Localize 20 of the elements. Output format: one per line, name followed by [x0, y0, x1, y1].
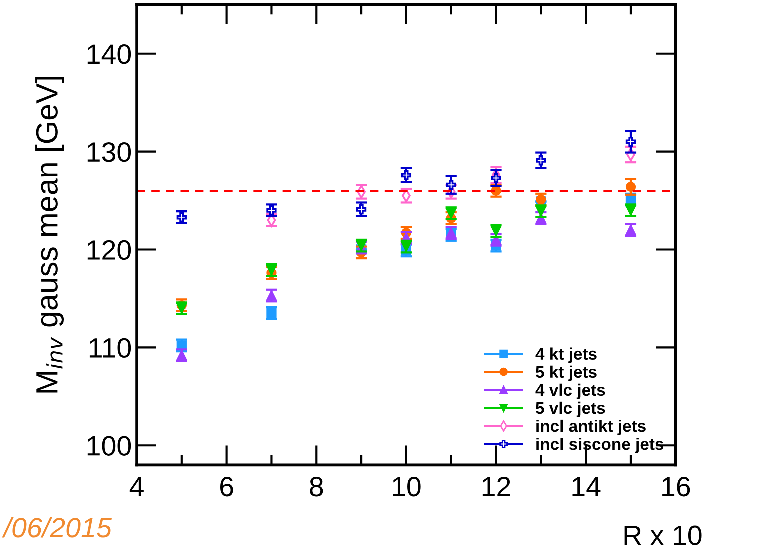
y-tick-label: 110 [90, 338, 132, 358]
x-tick-label: 8 [310, 477, 324, 497]
x-tick-label: 6 [220, 477, 234, 497]
legend-label: 5 kt jets [536, 366, 597, 382]
x-tick-label: 10 [393, 477, 421, 497]
x-tick-label: 14 [572, 477, 601, 496]
legend-label: 5 vlc jets [536, 402, 606, 418]
legend-label: 4 vlc jets [536, 384, 606, 400]
x-axis-title: R x 10 [624, 526, 702, 546]
x-tick-label: 4 [130, 477, 144, 496]
y-tick-label: 140 [88, 44, 132, 64]
x-tick-label: 12 [482, 477, 510, 496]
y-tick-label: 130 [88, 142, 132, 162]
y-tick-label: 100 [88, 436, 132, 456]
text: /06/2015 [2, 517, 112, 538]
x-tick-label: 16 [662, 477, 690, 497]
legend-label: incl antikt jets [536, 420, 646, 436]
legend-label: 4 kt jets [536, 348, 597, 364]
y-tick-label: 120 [88, 240, 132, 260]
y-axis-title: M$_{inv}$ gauss mean [GeV] [36, 77, 64, 393]
